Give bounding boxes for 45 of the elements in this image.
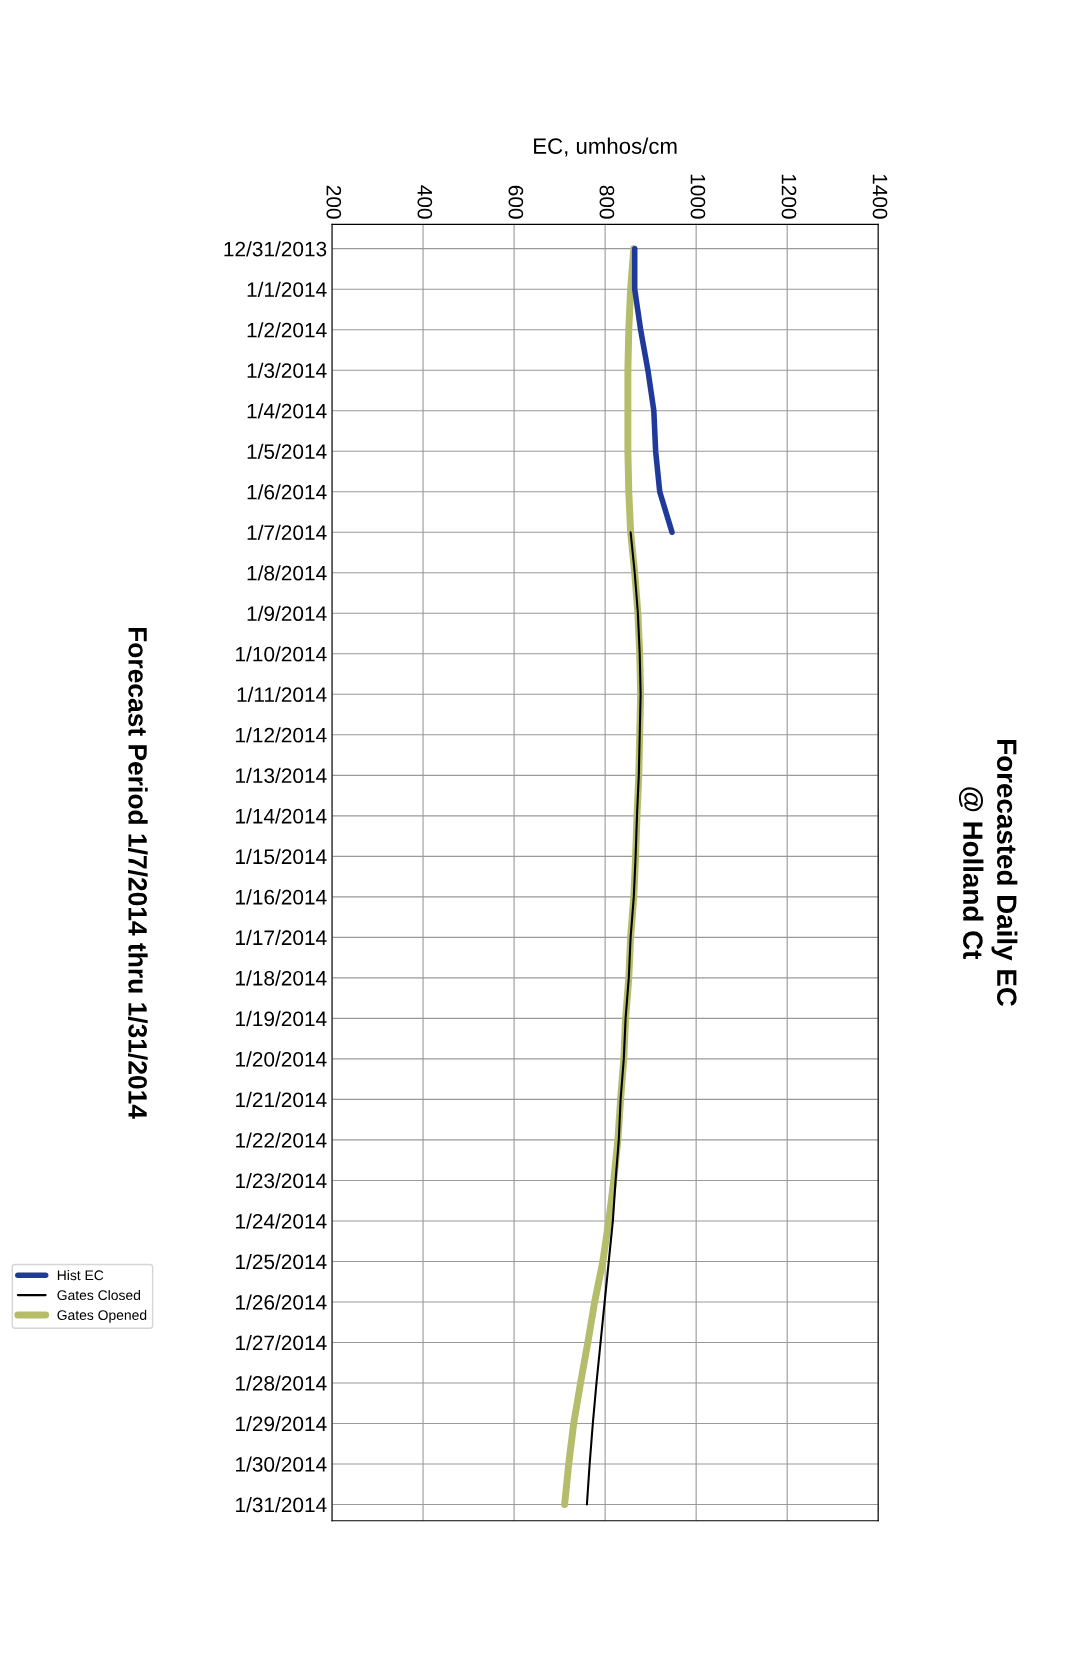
text: Forecast Period 1/7/2014 thru 1/31/2014 — [128, 627, 148, 1119]
y-tick-label: 1/6/2014 — [247, 484, 327, 500]
y-tick-label: 1/30/2014 — [236, 1456, 327, 1472]
y-tick-label: 1/9/2014 — [247, 605, 327, 622]
y-tick-label: 1/21/2014 — [236, 1091, 327, 1108]
y-tick-label: 1/29/2014 — [236, 1415, 327, 1432]
y-tick-label: 1/2/2014 — [247, 322, 327, 338]
y-tick-label: 1/7/2014 — [247, 524, 327, 541]
x-axis-title: EC, umhos/cm — [534, 137, 677, 157]
y-tick-label: 1/1/2014 — [247, 281, 327, 297]
x-tick-label: 1200 — [781, 174, 797, 219]
y-tick-label: 1/20/2014 — [236, 1051, 327, 1067]
y-tick-label: 1/10/2014 — [236, 646, 327, 662]
y-tick-label: 1/31/2014 — [236, 1496, 327, 1513]
x-tick-label: 600 — [508, 185, 524, 219]
y-tick-label: 1/25/2014 — [236, 1253, 327, 1270]
text: Forecasted Daily EC @ Holland Ct — [958, 740, 1018, 1007]
y-tick-label: 1/15/2014 — [236, 848, 327, 865]
legend-label: Gates Opened — [57, 1309, 147, 1323]
x-tick-label: 1000 — [690, 174, 706, 219]
y-tick-label: 1/22/2014 — [236, 1132, 327, 1148]
y-tick-label: 1/17/2014 — [236, 929, 327, 946]
legend-label: Gates Closed — [57, 1289, 140, 1301]
y-tick-label: 1/13/2014 — [236, 767, 327, 784]
x-tick-label: 1400 — [872, 174, 888, 219]
x-tick-label: 800 — [599, 185, 615, 219]
y-tick-label: 1/11/2014 — [237, 686, 327, 703]
y-tick-label: 1/14/2014 — [236, 808, 327, 824]
y-tick-label: 1/3/2014 — [247, 362, 327, 378]
legend-label: Hist EC — [57, 1269, 104, 1281]
y-tick-label: 12/31/2013 — [224, 241, 327, 257]
y-tick-label: 1/5/2014 — [247, 443, 327, 459]
y-tick-label: 1/16/2014 — [236, 889, 327, 905]
x-tick-label: 200 — [326, 185, 342, 219]
y-tick-label: 1/28/2014 — [236, 1375, 327, 1391]
y-tick-label: 1/27/2014 — [236, 1334, 327, 1351]
y-tick-label: 1/23/2014 — [236, 1172, 327, 1189]
y-tick-label: 1/12/2014 — [236, 727, 327, 743]
y-tick-label: 1/24/2014 — [236, 1213, 327, 1229]
y-tick-label: 1/8/2014 — [247, 565, 327, 581]
y-tick-label: 1/18/2014 — [236, 970, 327, 986]
y-tick-label: 1/26/2014 — [236, 1294, 327, 1310]
x-tick-label: 400 — [417, 185, 433, 219]
y-tick-label: 1/19/2014 — [236, 1010, 327, 1027]
y-tick-label: 1/4/2014 — [247, 403, 327, 419]
